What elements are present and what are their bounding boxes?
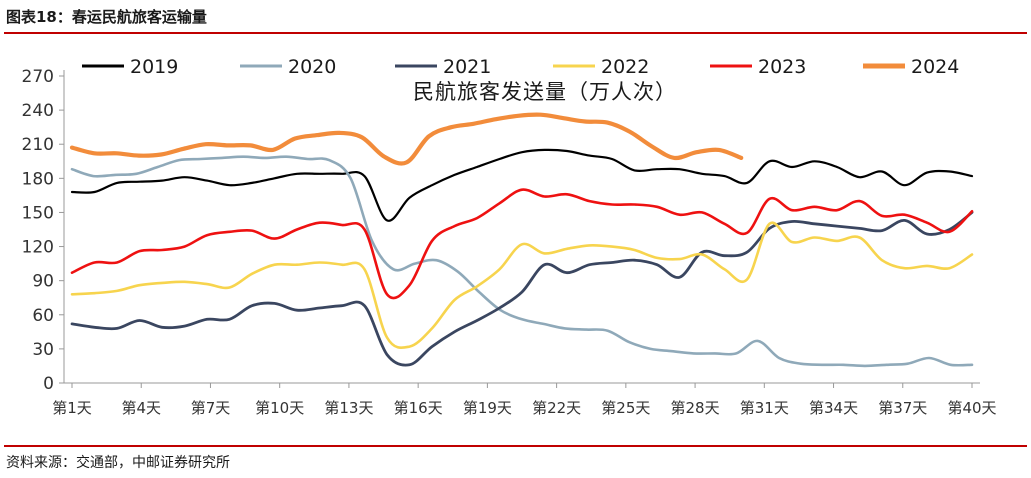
y-tick-label: 270 xyxy=(22,67,54,87)
legend-label-2024: 2024 xyxy=(911,56,959,78)
y-tick-label: 120 xyxy=(22,238,54,258)
legend-label-2023: 2023 xyxy=(758,56,806,78)
y-tick-label: 210 xyxy=(22,135,54,155)
x-tick-label: 第19天 xyxy=(463,399,512,417)
x-tick-label: 第40天 xyxy=(947,399,996,417)
bottom-rule xyxy=(4,445,1027,447)
y-tick-label: 240 xyxy=(22,101,54,121)
x-tick-label: 第28天 xyxy=(671,399,720,417)
x-tick-label: 第16天 xyxy=(394,399,443,417)
y-tick-label: 0 xyxy=(43,374,54,394)
chart-title: 民航旅客发送量（万人次） xyxy=(413,80,677,104)
legend-label-2021: 2021 xyxy=(443,56,491,78)
x-tick-label: 第34天 xyxy=(809,399,858,417)
x-tick-label: 第7天 xyxy=(191,399,231,417)
legend: 2019 2020 2021 2022 2023 2024 xyxy=(82,56,959,78)
y-tick-label: 60 xyxy=(32,306,54,326)
series-line-2023 xyxy=(70,188,974,300)
top-rule xyxy=(4,32,1027,34)
x-axis: 第1天 第4天 第7天 第10天 第13天 第16天 第19天 第22天 第25天 第28天 第31… xyxy=(52,382,997,417)
series-line-2022 xyxy=(70,221,974,350)
series-line-2019 xyxy=(70,148,974,222)
series-line-2021 xyxy=(70,211,974,367)
x-tick-label: 第31天 xyxy=(740,399,789,417)
legend-label-2022: 2022 xyxy=(601,56,649,78)
legend-label-2020: 2020 xyxy=(288,56,336,78)
series-line-2024 xyxy=(69,112,744,166)
legend-label-2019: 2019 xyxy=(130,56,178,78)
x-tick-label: 第4天 xyxy=(121,399,161,417)
x-tick-label: 第25天 xyxy=(601,399,650,417)
y-tick-label: 30 xyxy=(32,340,54,360)
source-note: 资料来源：交通部，中邮证券研究所 xyxy=(6,455,230,471)
y-tick-label: 150 xyxy=(22,203,54,223)
figure-title: 图表18：春运民航旅客运输量 xyxy=(6,8,207,26)
x-tick-label: 第1天 xyxy=(52,399,92,417)
x-tick-label: 第37天 xyxy=(878,399,927,417)
series-line-2020 xyxy=(70,155,974,368)
x-tick-label: 第10天 xyxy=(255,399,304,417)
y-axis: 0 30 60 90 120 150 180 210 240 270 xyxy=(22,67,65,394)
chart: 2019 2020 2021 2022 2023 2024 民航旅客发送量（万人次） 0 3… xyxy=(22,56,997,417)
x-tick-label: 第22天 xyxy=(532,399,581,417)
x-tick-label: 第13天 xyxy=(324,399,373,417)
series-lines xyxy=(69,112,974,368)
y-tick-label: 180 xyxy=(22,169,54,189)
y-tick-label: 90 xyxy=(32,272,54,292)
